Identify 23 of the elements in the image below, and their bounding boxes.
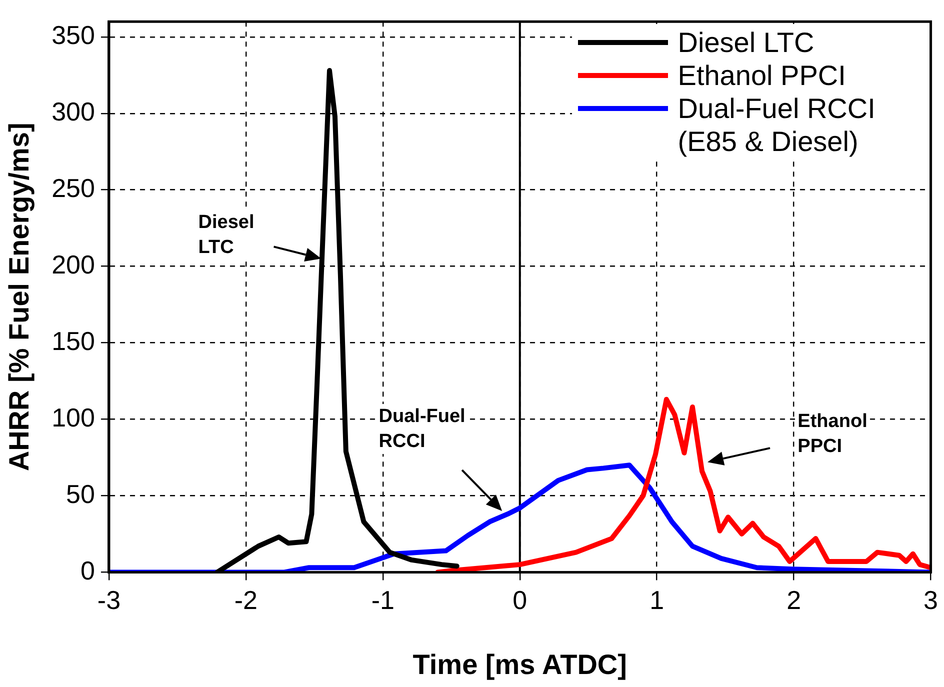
annotation: Ethanol PPCI	[796, 409, 870, 460]
legend-label: Diesel LTC	[678, 26, 816, 59]
x-tick-label: 1	[650, 584, 664, 615]
y-tick-label: 150	[52, 326, 95, 356]
y-tick-label: 100	[52, 402, 95, 432]
y-tick-label: 200	[52, 249, 95, 280]
x-tick-label: -1	[371, 584, 394, 615]
y-tick-label: 0	[80, 555, 95, 586]
legend-label: Ethanol PPCI	[678, 58, 847, 92]
annotation: Dual-Fuel RCCI	[376, 404, 468, 454]
y-tick-label: 350	[52, 20, 95, 50]
y-tick-label: 50	[66, 478, 95, 509]
x-tick-label: 3	[924, 584, 938, 615]
x-axis-title: Time [ms ATDC]	[412, 648, 627, 680]
x-tick-label: 2	[786, 584, 802, 615]
y-axis-title: AHRR [% Fuel Energy/ms]	[4, 122, 35, 472]
y-tick-label: 300	[52, 96, 95, 127]
annotation: Diesel LTC	[196, 210, 256, 260]
x-tick-label: 0	[512, 584, 528, 615]
x-tick-label: -3	[97, 584, 121, 615]
y-tick-label: 250	[52, 173, 95, 204]
legend-label: Dual-Fuel RCCI (E85 & Diesel)	[678, 92, 876, 158]
x-tick-label: -2	[234, 584, 258, 615]
